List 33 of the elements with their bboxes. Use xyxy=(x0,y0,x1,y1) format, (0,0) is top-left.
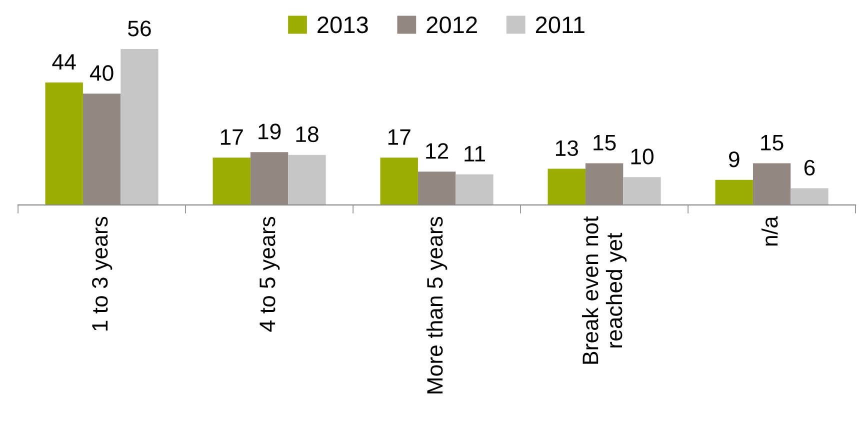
data-label: 18 xyxy=(296,126,318,142)
data-label: 10 xyxy=(631,148,654,164)
bar xyxy=(212,158,250,205)
bar xyxy=(45,82,83,205)
bar xyxy=(548,168,586,205)
legend-label: 2012 xyxy=(426,16,477,34)
data-label: 15 xyxy=(594,134,616,150)
legend-label: 2011 xyxy=(536,16,584,34)
legend-label: 2013 xyxy=(318,16,368,34)
data-label: 56 xyxy=(128,20,151,36)
data-label: 15 xyxy=(761,134,784,150)
x-tick-label: Break even not reached yet xyxy=(582,216,627,364)
data-label: 9 xyxy=(728,151,740,168)
data-label: 11 xyxy=(464,146,485,162)
x-tick-label: n/a xyxy=(761,216,778,246)
x-tick-label: 1 to 3 years xyxy=(92,216,112,331)
data-label: 17 xyxy=(388,129,410,145)
data-label: 19 xyxy=(258,124,281,140)
data-label: 40 xyxy=(90,65,114,81)
x-tick-label: More than 5 years xyxy=(426,216,448,394)
data-label: 6 xyxy=(804,160,815,176)
x-tick-label: 4 to 5 years xyxy=(260,216,280,332)
bar xyxy=(715,180,753,205)
bar xyxy=(790,188,828,205)
bar xyxy=(623,177,661,205)
data-label: 17 xyxy=(220,129,243,145)
bar xyxy=(120,49,158,205)
bar xyxy=(288,154,326,205)
bar xyxy=(380,158,418,205)
data-label: 13 xyxy=(556,140,578,156)
data-label: 44 xyxy=(52,54,76,70)
data-label: 12 xyxy=(426,143,448,159)
bar xyxy=(456,174,494,205)
